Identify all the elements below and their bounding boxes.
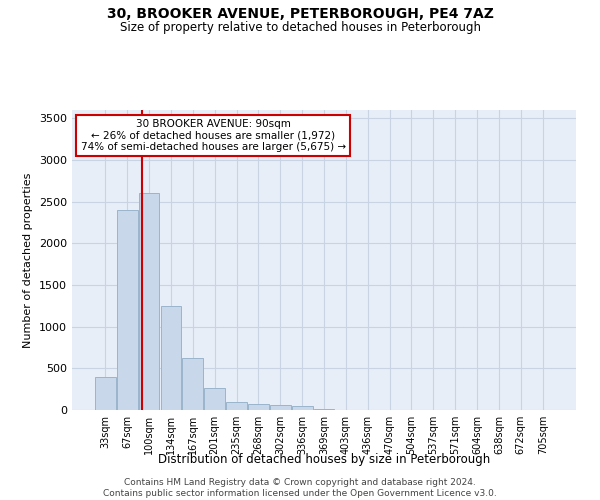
Text: Distribution of detached houses by size in Peterborough: Distribution of detached houses by size … — [158, 452, 490, 466]
Bar — [139, 194, 160, 410]
Bar — [292, 406, 313, 410]
Bar — [182, 358, 203, 410]
Bar — [117, 210, 137, 410]
Bar — [226, 402, 247, 410]
Text: 30 BROOKER AVENUE: 90sqm
← 26% of detached houses are smaller (1,972)
74% of sem: 30 BROOKER AVENUE: 90sqm ← 26% of detach… — [80, 119, 346, 152]
Bar — [270, 404, 290, 410]
Text: Size of property relative to detached houses in Peterborough: Size of property relative to detached ho… — [119, 21, 481, 34]
Bar — [95, 376, 116, 410]
Bar — [248, 404, 269, 410]
Y-axis label: Number of detached properties: Number of detached properties — [23, 172, 34, 348]
Bar — [204, 388, 225, 410]
Text: 30, BROOKER AVENUE, PETERBOROUGH, PE4 7AZ: 30, BROOKER AVENUE, PETERBOROUGH, PE4 7A… — [107, 8, 493, 22]
Bar — [314, 409, 334, 410]
Bar — [161, 306, 181, 410]
Text: Contains HM Land Registry data © Crown copyright and database right 2024.
Contai: Contains HM Land Registry data © Crown c… — [103, 478, 497, 498]
